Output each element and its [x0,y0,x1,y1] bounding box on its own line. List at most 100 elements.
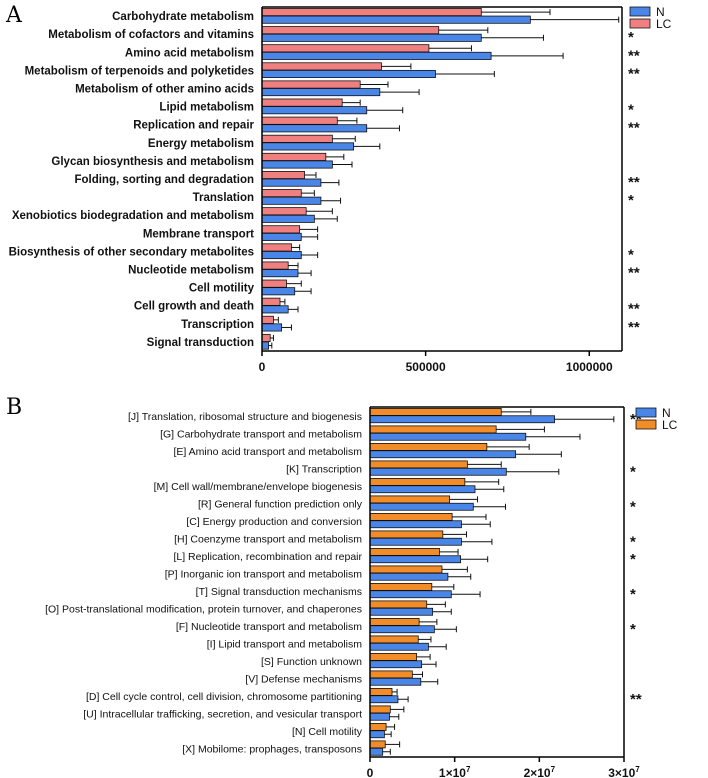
bar-n [369,450,517,459]
category-label: [C] Energy production and conversion [186,516,362,528]
significance-mark: * [630,586,636,603]
bar-n [369,432,527,441]
bar-n [261,178,322,187]
x-tick-label: 1000000 [566,360,613,374]
legend-swatch-lc [629,18,651,29]
bar-lc [369,495,450,504]
category-label: Replication and repair [133,120,254,132]
significance-mark: * [628,192,634,209]
bar-lc [369,477,466,486]
bar-n [369,555,461,564]
bar-lc [261,98,343,107]
significance-mark: * [630,463,636,480]
bar-n [369,660,423,669]
bar-lc [261,297,281,306]
x-tick-label: 0 [259,360,266,374]
significance-mark: * [630,621,636,638]
category-label: [G] Carbohydrate transport and metabolis… [160,428,362,440]
category-label: Metabolism of other amino acids [75,83,254,95]
bar-lc [261,26,440,35]
bar-lc [369,565,443,574]
bar-lc [369,723,387,731]
bar-n [369,502,474,511]
category-label: [D] Cell cycle control, cell division, c… [86,691,362,703]
category-label: Transcription [181,319,254,331]
bar-n [369,467,507,476]
bar-n [261,51,492,60]
bar-n [261,269,299,278]
bar-n [369,520,462,529]
bar-lc [369,460,468,469]
bar-n [369,730,385,739]
legend-label: N [662,406,671,420]
legend-label: LC [662,418,678,432]
bar-lc [261,134,333,143]
bar-lc [261,152,327,161]
bar-lc [261,170,305,180]
chart-b: [J] Translation, ribosomal structure and… [45,406,678,778]
significance-mark: ** [628,120,640,137]
x-tick-exponent: 7 [635,765,640,774]
significance-mark: ** [628,301,640,318]
bar-lc [369,635,419,644]
bar-lc [369,583,433,591]
bar-n [261,232,302,241]
x-tick-label: 0 [367,766,374,778]
bar-lc [261,261,289,270]
bar-n [261,124,368,133]
category-label: Nucleotide metabolism [128,265,254,277]
significance-mark: * [630,551,636,568]
significance-mark: ** [628,47,640,64]
bar-n [369,485,476,494]
category-label: Energy metabolism [148,138,254,150]
category-label: Membrane transport [143,228,254,240]
bar-n [261,341,269,350]
category-label: Amino acid metabolism [125,47,254,59]
bar-n [369,537,462,546]
significance-mark: ** [630,411,642,428]
significance-mark: ** [630,691,642,708]
bar-lc [261,279,287,288]
category-label: [V] Defense mechanisms [245,673,362,685]
panel-label-b: B [6,395,22,420]
bar-n [261,160,333,169]
category-label: Translation [193,192,254,204]
significance-mark: * [630,498,636,515]
significance-mark: ** [628,265,640,282]
bar-lc [369,600,428,609]
chart-a: Carbohydrate metabolism Metabolism of cof… [9,5,672,374]
bar-lc [369,442,488,451]
bar-n [261,106,368,115]
panel-label-a: A [5,3,23,28]
legend-label: LC [656,17,672,31]
bar-lc [261,315,274,324]
legend-swatch-n [635,407,657,418]
category-label: [S] Function unknown [261,656,362,668]
bar-n [261,88,381,97]
bar-n [369,747,384,756]
bar-n [369,712,390,721]
category-label: [X] Mobilome: prophages, transposons [182,743,362,755]
category-label: Cell growth and death [134,301,254,313]
bar-n [369,625,435,634]
category-label: [H] Coenzyme transport and metabolism [174,533,362,545]
bar-n [261,323,283,332]
bar-lc [369,513,453,521]
category-label: Signal transduction [147,337,254,349]
x-tick-label: 500000 [406,360,446,374]
bar-lc [261,243,292,252]
bar-lc [369,407,502,416]
bar-n [261,142,355,151]
category-label: [F] Nucleotide transport and metabolism [176,621,362,633]
category-label: Glycan biosynthesis and metabolism [51,156,254,168]
category-label: [L] Replication, recombination and repai… [173,551,362,563]
category-label: [P] Inorganic ion transport and metaboli… [165,568,363,580]
category-label: Cell motility [189,283,255,295]
bar-lc [369,740,386,749]
category-label: Metabolism of cofactors and vitamins [48,29,254,41]
bar-n [261,15,531,24]
bar-n [369,590,452,599]
category-label: [M] Cell wall/membrane/envelope biogenes… [154,481,362,493]
bar-n [369,642,429,651]
